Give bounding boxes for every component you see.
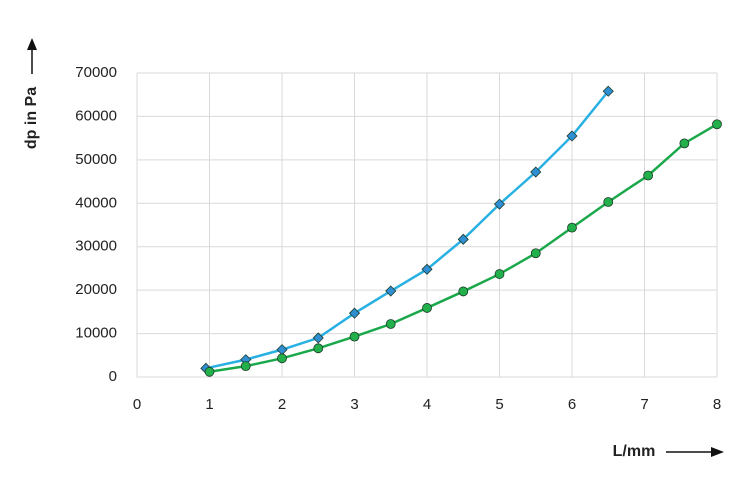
data-point: [422, 303, 432, 313]
y-tick-label: 20000: [75, 281, 117, 298]
x-tick-label: 7: [640, 396, 648, 413]
data-point: [602, 85, 614, 97]
data-point: [567, 222, 577, 233]
series-line: [209, 123, 718, 374]
data-point: [385, 285, 397, 297]
x-tick-label: 1: [205, 396, 213, 413]
data-point: [313, 343, 324, 354]
y-tick-label: 40000: [75, 194, 117, 211]
data-point: [643, 170, 654, 181]
y-axis-label: dp in Pa: [23, 87, 40, 149]
x-tick-label: 0: [133, 396, 141, 413]
data-point: [277, 353, 287, 364]
data-point: [458, 286, 469, 297]
x-tick-label: 2: [278, 396, 286, 413]
data-point: [204, 366, 215, 377]
data-point: [530, 166, 542, 178]
data-point: [276, 344, 288, 356]
y-tick-label: 30000: [75, 238, 117, 255]
y-tick-label: 70000: [75, 64, 117, 81]
data-point: [679, 138, 690, 149]
data-point: [421, 263, 433, 275]
x-tick-label: 5: [495, 396, 503, 413]
data-point: [603, 197, 614, 207]
data-point: [566, 130, 578, 142]
series-line: [205, 90, 610, 370]
data-point: [494, 269, 505, 279]
data-point: [457, 233, 469, 245]
x-tick-label: 4: [423, 396, 431, 413]
data-point: [240, 361, 251, 372]
data-point: [349, 331, 360, 342]
y-tick-label: 50000: [75, 151, 117, 168]
x-arrow-head: [711, 447, 724, 457]
y-tick-label: 10000: [75, 325, 117, 342]
x-tick-label: 8: [713, 396, 721, 413]
data-point: [348, 307, 361, 319]
x-tick-label: 6: [568, 396, 576, 413]
data-point: [312, 332, 324, 344]
y-arrow-head: [27, 38, 37, 50]
data-point: [712, 119, 722, 130]
data-point: [530, 248, 541, 259]
x-tick-label: 3: [350, 396, 358, 413]
y-tick-label: 60000: [75, 107, 117, 124]
x-axis-label: L/mm: [613, 443, 656, 460]
y-tick-label: 0: [109, 368, 117, 385]
data-point: [385, 319, 396, 329]
data-point: [493, 198, 506, 210]
